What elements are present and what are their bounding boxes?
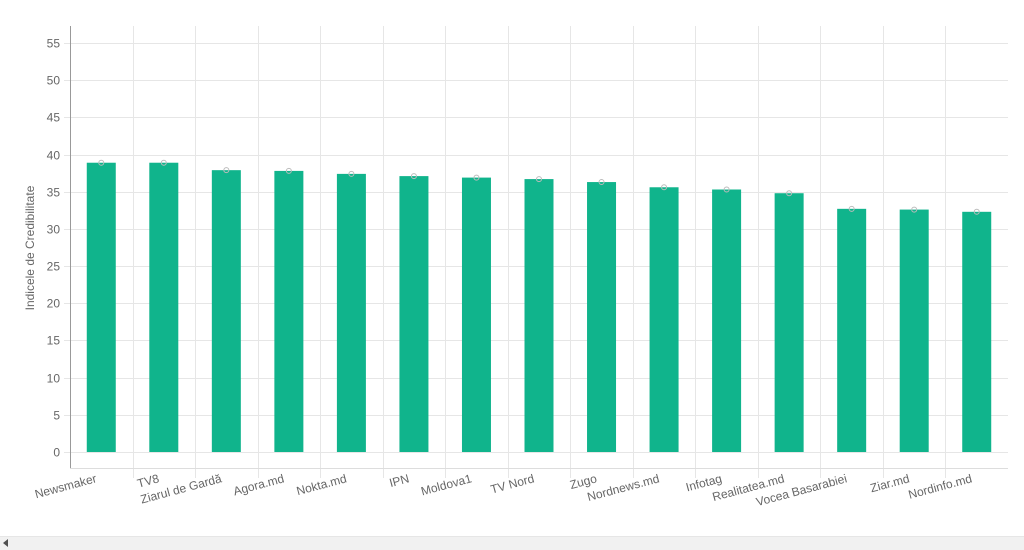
x-tick-label: IPN: [388, 471, 411, 490]
bar: [899, 209, 929, 452]
y-axis-title: Indicele de Credibilitate: [23, 185, 37, 310]
bar: [837, 208, 867, 452]
x-tick-label: TV Nord: [489, 471, 536, 496]
y-tick-label: 35: [47, 186, 61, 200]
bar-marker: [536, 176, 542, 183]
y-tick-label: 20: [47, 297, 61, 311]
bar-marker: [911, 206, 918, 213]
bar-marker: [973, 208, 980, 215]
bar-marker: [410, 173, 417, 180]
bar: [774, 193, 804, 452]
y-tick-label: 0: [53, 446, 60, 460]
y-tick-label: 25: [47, 260, 61, 274]
y-tick-label: 50: [47, 74, 61, 88]
x-tick-label: Newsmaker: [33, 471, 98, 501]
x-tick-label: Nordinfo.md: [907, 471, 974, 501]
y-tick-label: 55: [47, 37, 61, 51]
bar: [461, 177, 491, 452]
bar: [86, 162, 116, 452]
x-tick-label: Nokta.md: [295, 471, 348, 498]
y-tick-label: 45: [47, 111, 61, 125]
axes: [70, 26, 1008, 469]
bar-marker: [598, 179, 605, 186]
bar: [211, 170, 241, 453]
horizontal-scrollbar[interactable]: [0, 536, 1024, 550]
bar: [274, 170, 304, 452]
bar-marker: [848, 205, 855, 212]
bar: [399, 176, 429, 453]
bar-marker: [661, 184, 668, 191]
bars: [86, 159, 992, 453]
bar-marker: [348, 170, 355, 177]
bar-marker: [160, 159, 167, 166]
x-tick-label: Moldova1: [419, 471, 473, 498]
bar: [649, 187, 679, 453]
y-tick-label: 10: [47, 372, 61, 386]
x-tick-label: Ziar.md: [869, 471, 911, 495]
bar-marker: [285, 167, 292, 174]
y-tick-label: 15: [47, 334, 61, 348]
bar: [587, 182, 617, 452]
bar: [524, 179, 554, 452]
y-tick-label: 30: [47, 223, 61, 237]
y-tick-label: 40: [47, 149, 61, 163]
x-tick-label: TV8: [136, 471, 161, 490]
x-tick-label: Nordnews.md: [586, 471, 661, 504]
y-tick-labels: 0 5 10 15 20 25 30 35 40 45 50 55: [47, 37, 61, 460]
bar-marker: [98, 159, 105, 166]
bar-marker: [223, 167, 230, 174]
bar: [712, 189, 742, 452]
bar: [962, 211, 992, 452]
x-tick-label: Zugo: [568, 471, 598, 492]
chevron-left-icon[interactable]: [3, 539, 8, 547]
bar-marker: [473, 174, 480, 181]
y-tick-label: 5: [53, 409, 60, 423]
bar: [149, 162, 179, 452]
bar-marker: [723, 186, 730, 193]
bar-marker: [786, 190, 793, 197]
bar: [336, 173, 366, 452]
